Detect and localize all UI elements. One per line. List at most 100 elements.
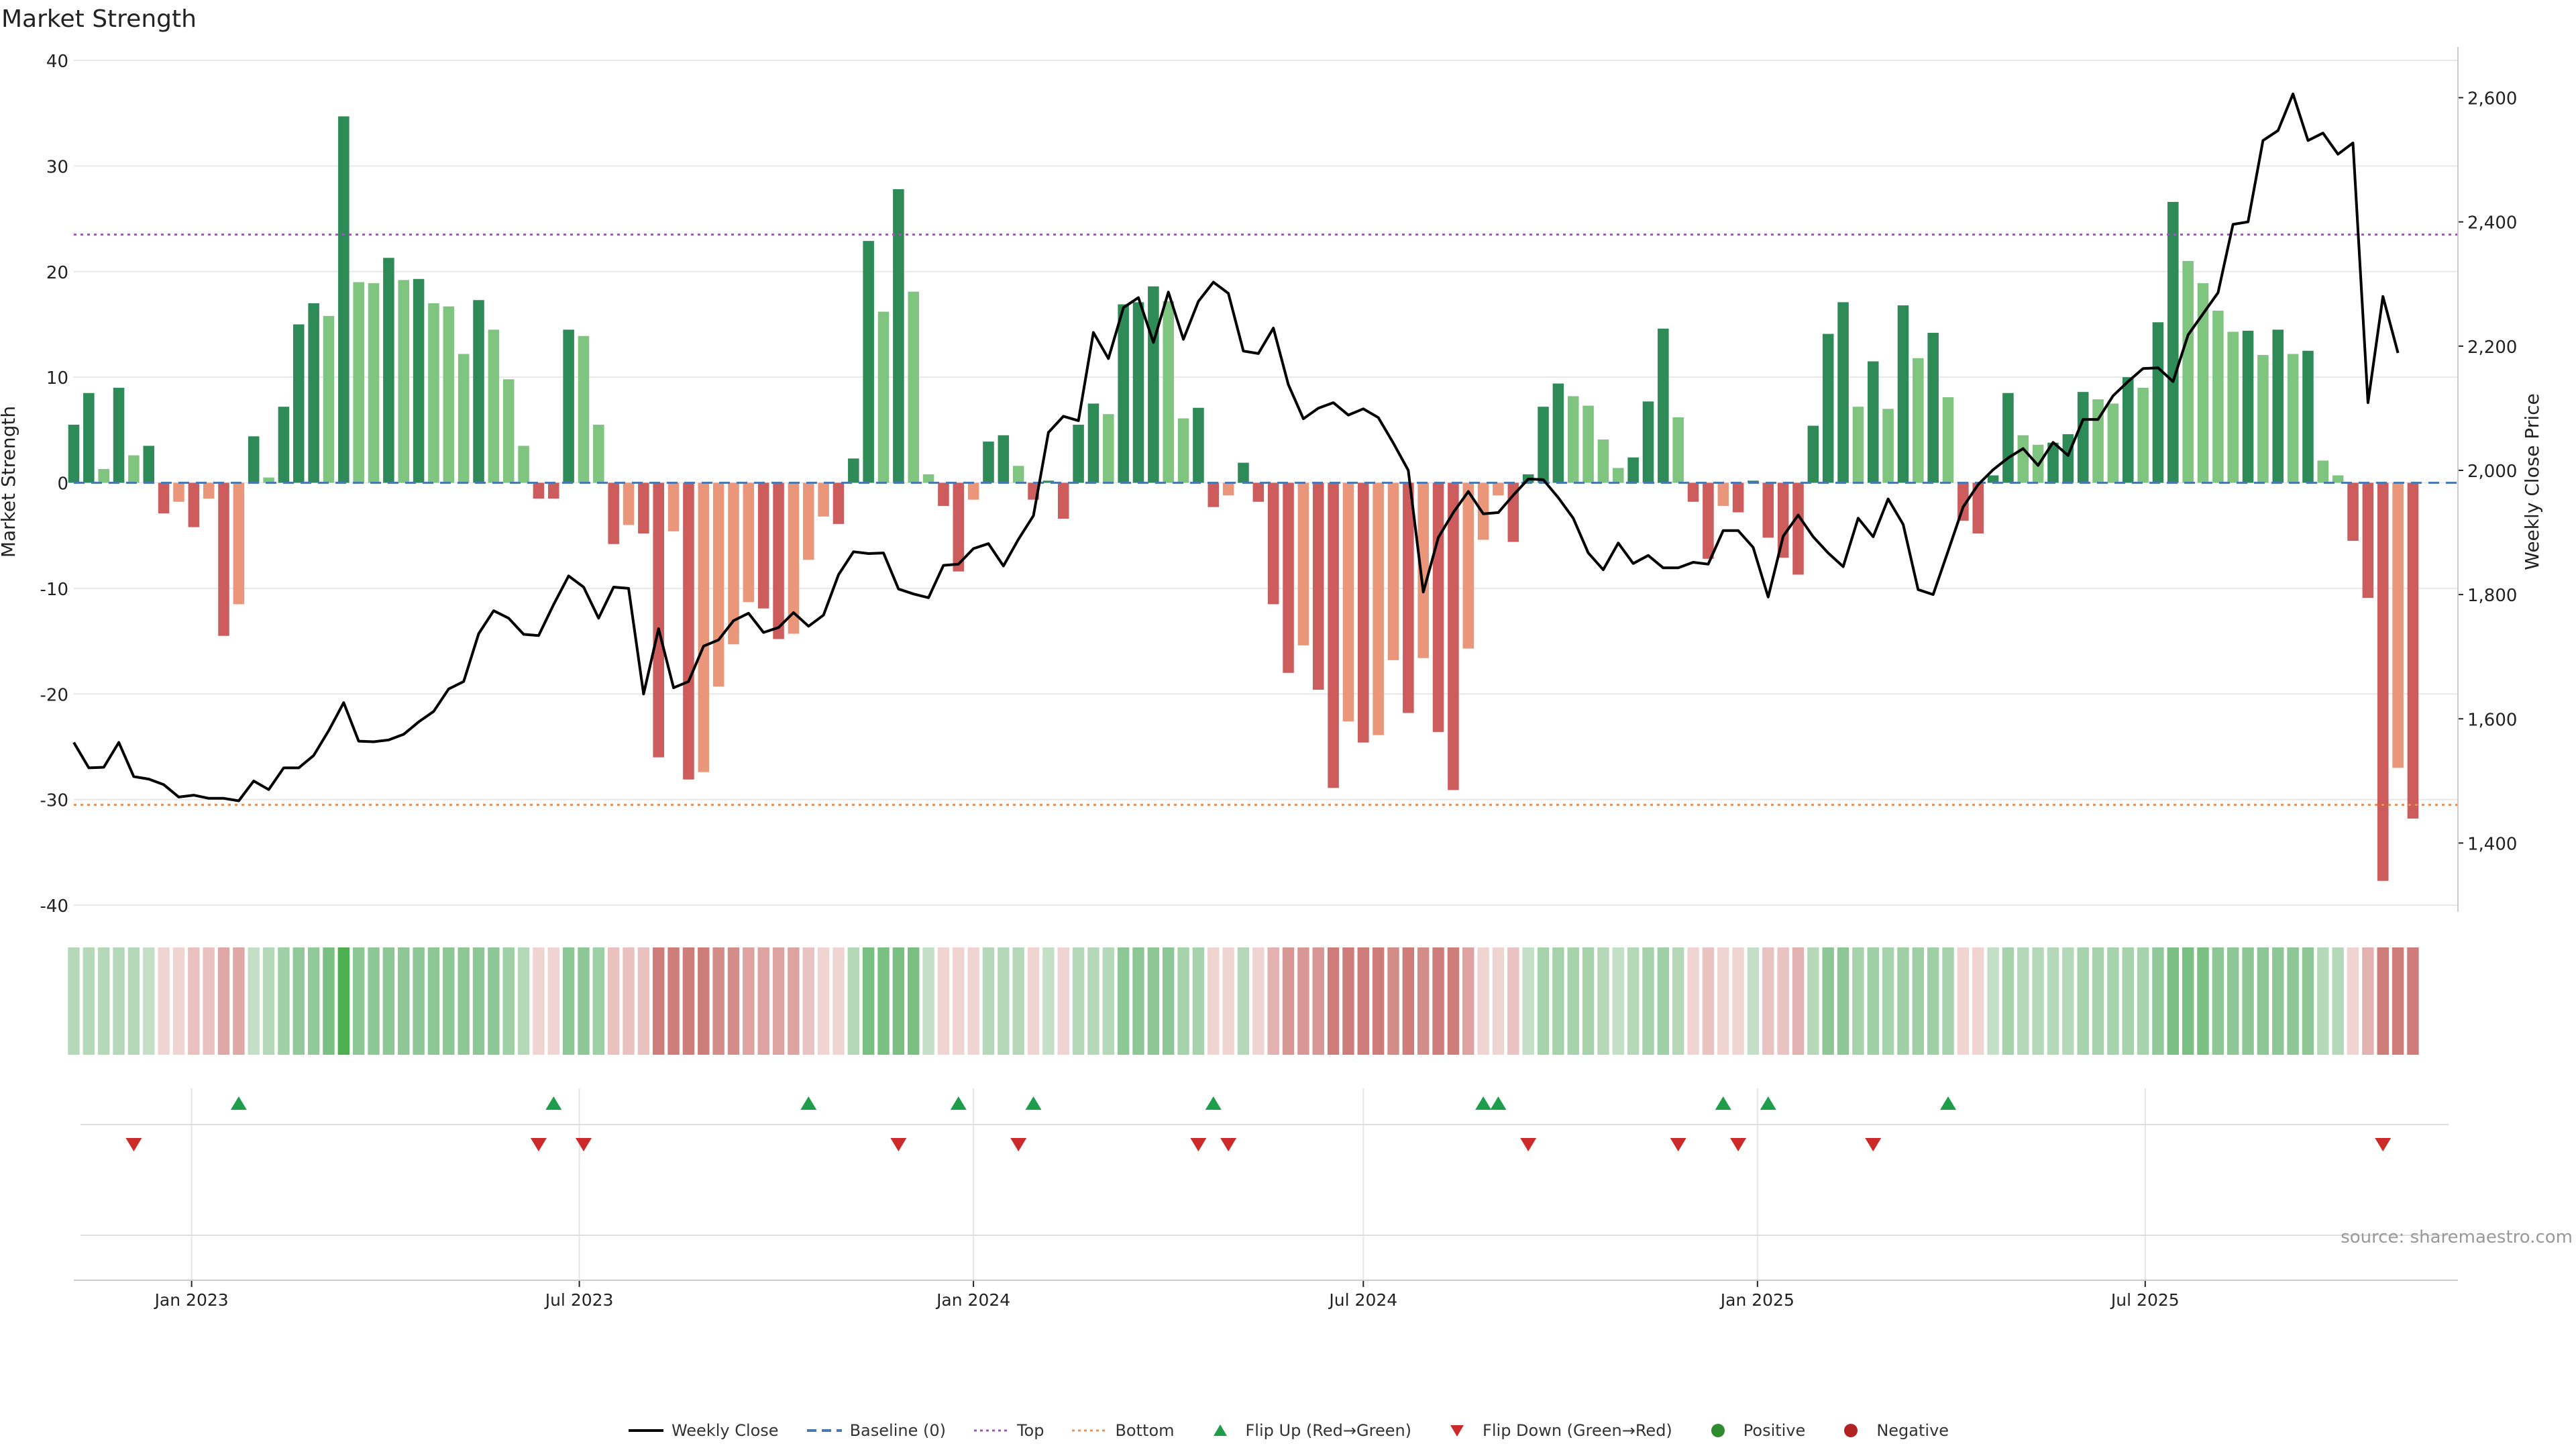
heat-cell xyxy=(682,947,695,1055)
strength-bar xyxy=(1193,407,1204,483)
heat-cell xyxy=(307,947,320,1055)
strength-bar xyxy=(1448,482,1459,790)
strength-bar xyxy=(802,482,814,560)
heat-cell xyxy=(1927,947,1939,1055)
strength-bar xyxy=(1417,482,1429,658)
strength-bar xyxy=(2107,403,2119,483)
x-tick-label: Jul 2024 xyxy=(1328,1290,1397,1310)
heat-cell xyxy=(937,947,950,1055)
heat-cell xyxy=(1208,947,1220,1055)
heat-cell xyxy=(188,947,200,1055)
strength-bar xyxy=(323,315,335,483)
strength-bar xyxy=(98,469,109,483)
heat-cell xyxy=(2407,947,2419,1055)
heat-cell xyxy=(802,947,814,1055)
strength-bar xyxy=(1897,305,1909,483)
heat-cell xyxy=(517,947,530,1055)
heat-cell xyxy=(1582,947,1595,1055)
strength-bar xyxy=(1252,482,1265,502)
flip-up-marker xyxy=(1490,1096,1507,1110)
heat-cell xyxy=(1822,947,1834,1055)
strength-bar xyxy=(113,387,125,483)
heat-cell xyxy=(953,947,965,1055)
heat-cell xyxy=(727,947,740,1055)
strength-bar xyxy=(218,482,229,636)
heat-cell xyxy=(113,947,125,1055)
heat-cell xyxy=(2107,947,2119,1055)
heat-cell xyxy=(833,947,845,1055)
heat-cell xyxy=(862,947,875,1055)
strength-bar xyxy=(998,435,1010,483)
heat-cell xyxy=(982,947,995,1055)
flip-down-marker xyxy=(575,1138,592,1151)
heat-cell xyxy=(1117,947,1130,1055)
heat-cell xyxy=(1687,947,1699,1055)
heat-cell xyxy=(772,947,785,1055)
heat-cell xyxy=(653,947,665,1055)
legend-item: Bottom xyxy=(1071,1421,1175,1440)
strength-bar xyxy=(1792,482,1804,575)
strength-bar xyxy=(2197,283,2209,483)
heat-cell xyxy=(1057,947,1069,1055)
heat-cell xyxy=(368,947,380,1055)
y-tick-label: 0 xyxy=(57,474,68,495)
strength-bar xyxy=(1238,462,1249,483)
flip-up-marker xyxy=(1025,1096,1042,1110)
flip-down-marker xyxy=(1520,1138,1537,1151)
heat-cell xyxy=(1972,947,1984,1055)
strength-bar xyxy=(2137,387,2149,483)
strength-bar xyxy=(1222,482,1234,496)
heat-cell xyxy=(1912,947,1925,1055)
heat-cell xyxy=(2122,947,2134,1055)
strength-bar xyxy=(1642,401,1654,483)
y-tick-label: 30 xyxy=(46,157,68,177)
heat-cell xyxy=(1642,947,1654,1055)
strength-bar xyxy=(1283,482,1294,673)
heat-cell xyxy=(1087,947,1099,1055)
heat-cell xyxy=(623,947,635,1055)
x-tick-label: Jan 2023 xyxy=(154,1290,229,1310)
y2-tick-label: 2,400 xyxy=(2467,213,2517,234)
heat-cell xyxy=(908,947,920,1055)
heat-cell xyxy=(1747,947,1760,1055)
heat-cell xyxy=(712,947,724,1055)
heat-cell xyxy=(427,947,440,1055)
y-tick-label: 40 xyxy=(46,52,68,72)
heat-cell xyxy=(2226,947,2239,1055)
heat-cell xyxy=(2362,947,2374,1055)
heat-cell xyxy=(1942,947,1954,1055)
heat-cell xyxy=(743,947,755,1055)
strength-bar xyxy=(1582,405,1594,483)
strength-bar xyxy=(203,482,215,499)
strength-bar xyxy=(2317,460,2329,483)
strength-bar xyxy=(368,283,380,483)
strength-bar xyxy=(1717,482,1729,507)
heat-cell xyxy=(1537,947,1550,1055)
heat-cell xyxy=(262,947,275,1055)
heat-cell xyxy=(1612,947,1624,1055)
heat-cell xyxy=(1237,947,1250,1055)
strength-bar xyxy=(608,482,619,544)
strength-bar xyxy=(188,482,200,527)
heat-cell xyxy=(323,947,335,1055)
strength-bar xyxy=(1762,482,1774,538)
heat-cell xyxy=(1552,947,1564,1055)
heat-cell xyxy=(1837,947,1849,1055)
strength-bar xyxy=(1748,480,1759,483)
strength-bar xyxy=(278,407,290,483)
heat-cell xyxy=(847,947,860,1055)
y2-tick-label: 2,000 xyxy=(2467,462,2517,482)
flip-down-marker xyxy=(1730,1138,1747,1151)
heat-cell xyxy=(2317,947,2329,1055)
flip-down-marker xyxy=(530,1138,547,1151)
strength-bar xyxy=(938,482,949,507)
heat-cell xyxy=(757,947,769,1055)
strength-bar xyxy=(1493,482,1504,496)
strength-bar xyxy=(518,446,529,483)
heat-cell xyxy=(2212,947,2224,1055)
strength-bar xyxy=(1687,482,1699,502)
strength-bar xyxy=(68,424,80,483)
flip-up-marker xyxy=(800,1096,817,1110)
strength-bar xyxy=(1777,482,1789,558)
legend-label: Weekly Close xyxy=(671,1421,779,1440)
